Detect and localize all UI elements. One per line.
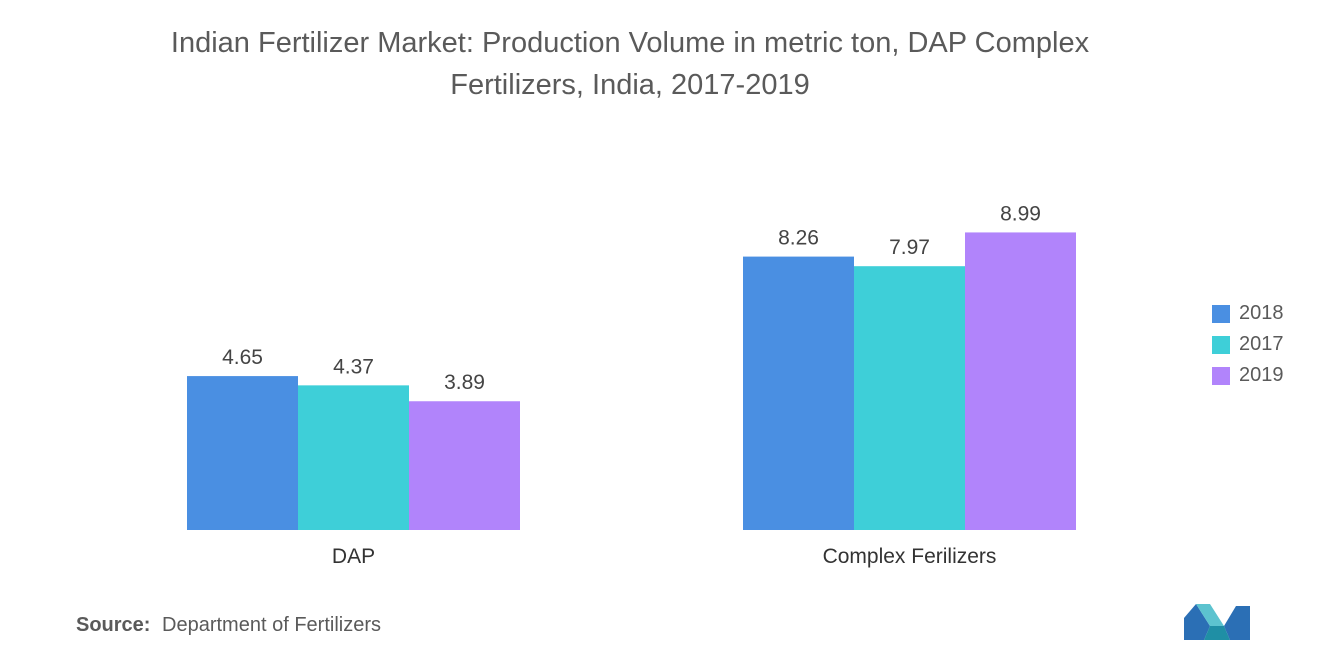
category-label-0: DAP [332,545,375,568]
data-label-complex-ferilizers-2019: 8.99 [1000,202,1041,225]
legend-label-2019: 2019 [1239,364,1284,386]
data-label-dap-2017: 4.37 [333,355,374,378]
data-label-dap-2019: 3.89 [444,371,485,394]
bar-complex-ferilizers-2017 [854,266,965,530]
legend-item-2018: 2018 [1212,298,1284,329]
bar-dap-2018 [187,376,298,530]
bar-dap-2017 [298,385,409,530]
chart-title-line-1: Indian Fertilizer Market: Production Vol… [170,27,1090,59]
bar-dap-2019 [409,401,520,530]
brand-logo-icon [1184,604,1250,640]
chart-legend: 2018 2017 2019 [1212,298,1284,391]
bar-complex-ferilizers-2019 [965,232,1076,530]
source-note: Source: Department of Fertilizers [76,614,381,637]
legend-label-2018: 2018 [1239,302,1284,324]
source-text: Department of Fertilizers [162,614,381,636]
source-label: Source: [76,614,151,636]
legend-item-2017: 2017 [1212,329,1284,360]
legend-swatch-2019 [1212,366,1230,385]
data-label-complex-ferilizers-2017: 7.97 [889,236,930,259]
legend-swatch-2018 [1212,304,1230,323]
chart-title: Indian Fertilizer Market: Production Vol… [0,22,1260,106]
data-label-dap-2018: 4.65 [222,346,263,369]
data-label-complex-ferilizers-2018: 8.26 [778,227,819,250]
chart-title-line-2: Fertilizers, India, 2017-2019 [450,69,810,101]
category-label-1: Complex Ferilizers [823,545,997,568]
legend-label-2017: 2017 [1239,333,1284,355]
legend-item-2019: 2019 [1212,360,1284,391]
bar-complex-ferilizers-2018 [743,256,854,530]
legend-swatch-2017 [1212,335,1230,354]
